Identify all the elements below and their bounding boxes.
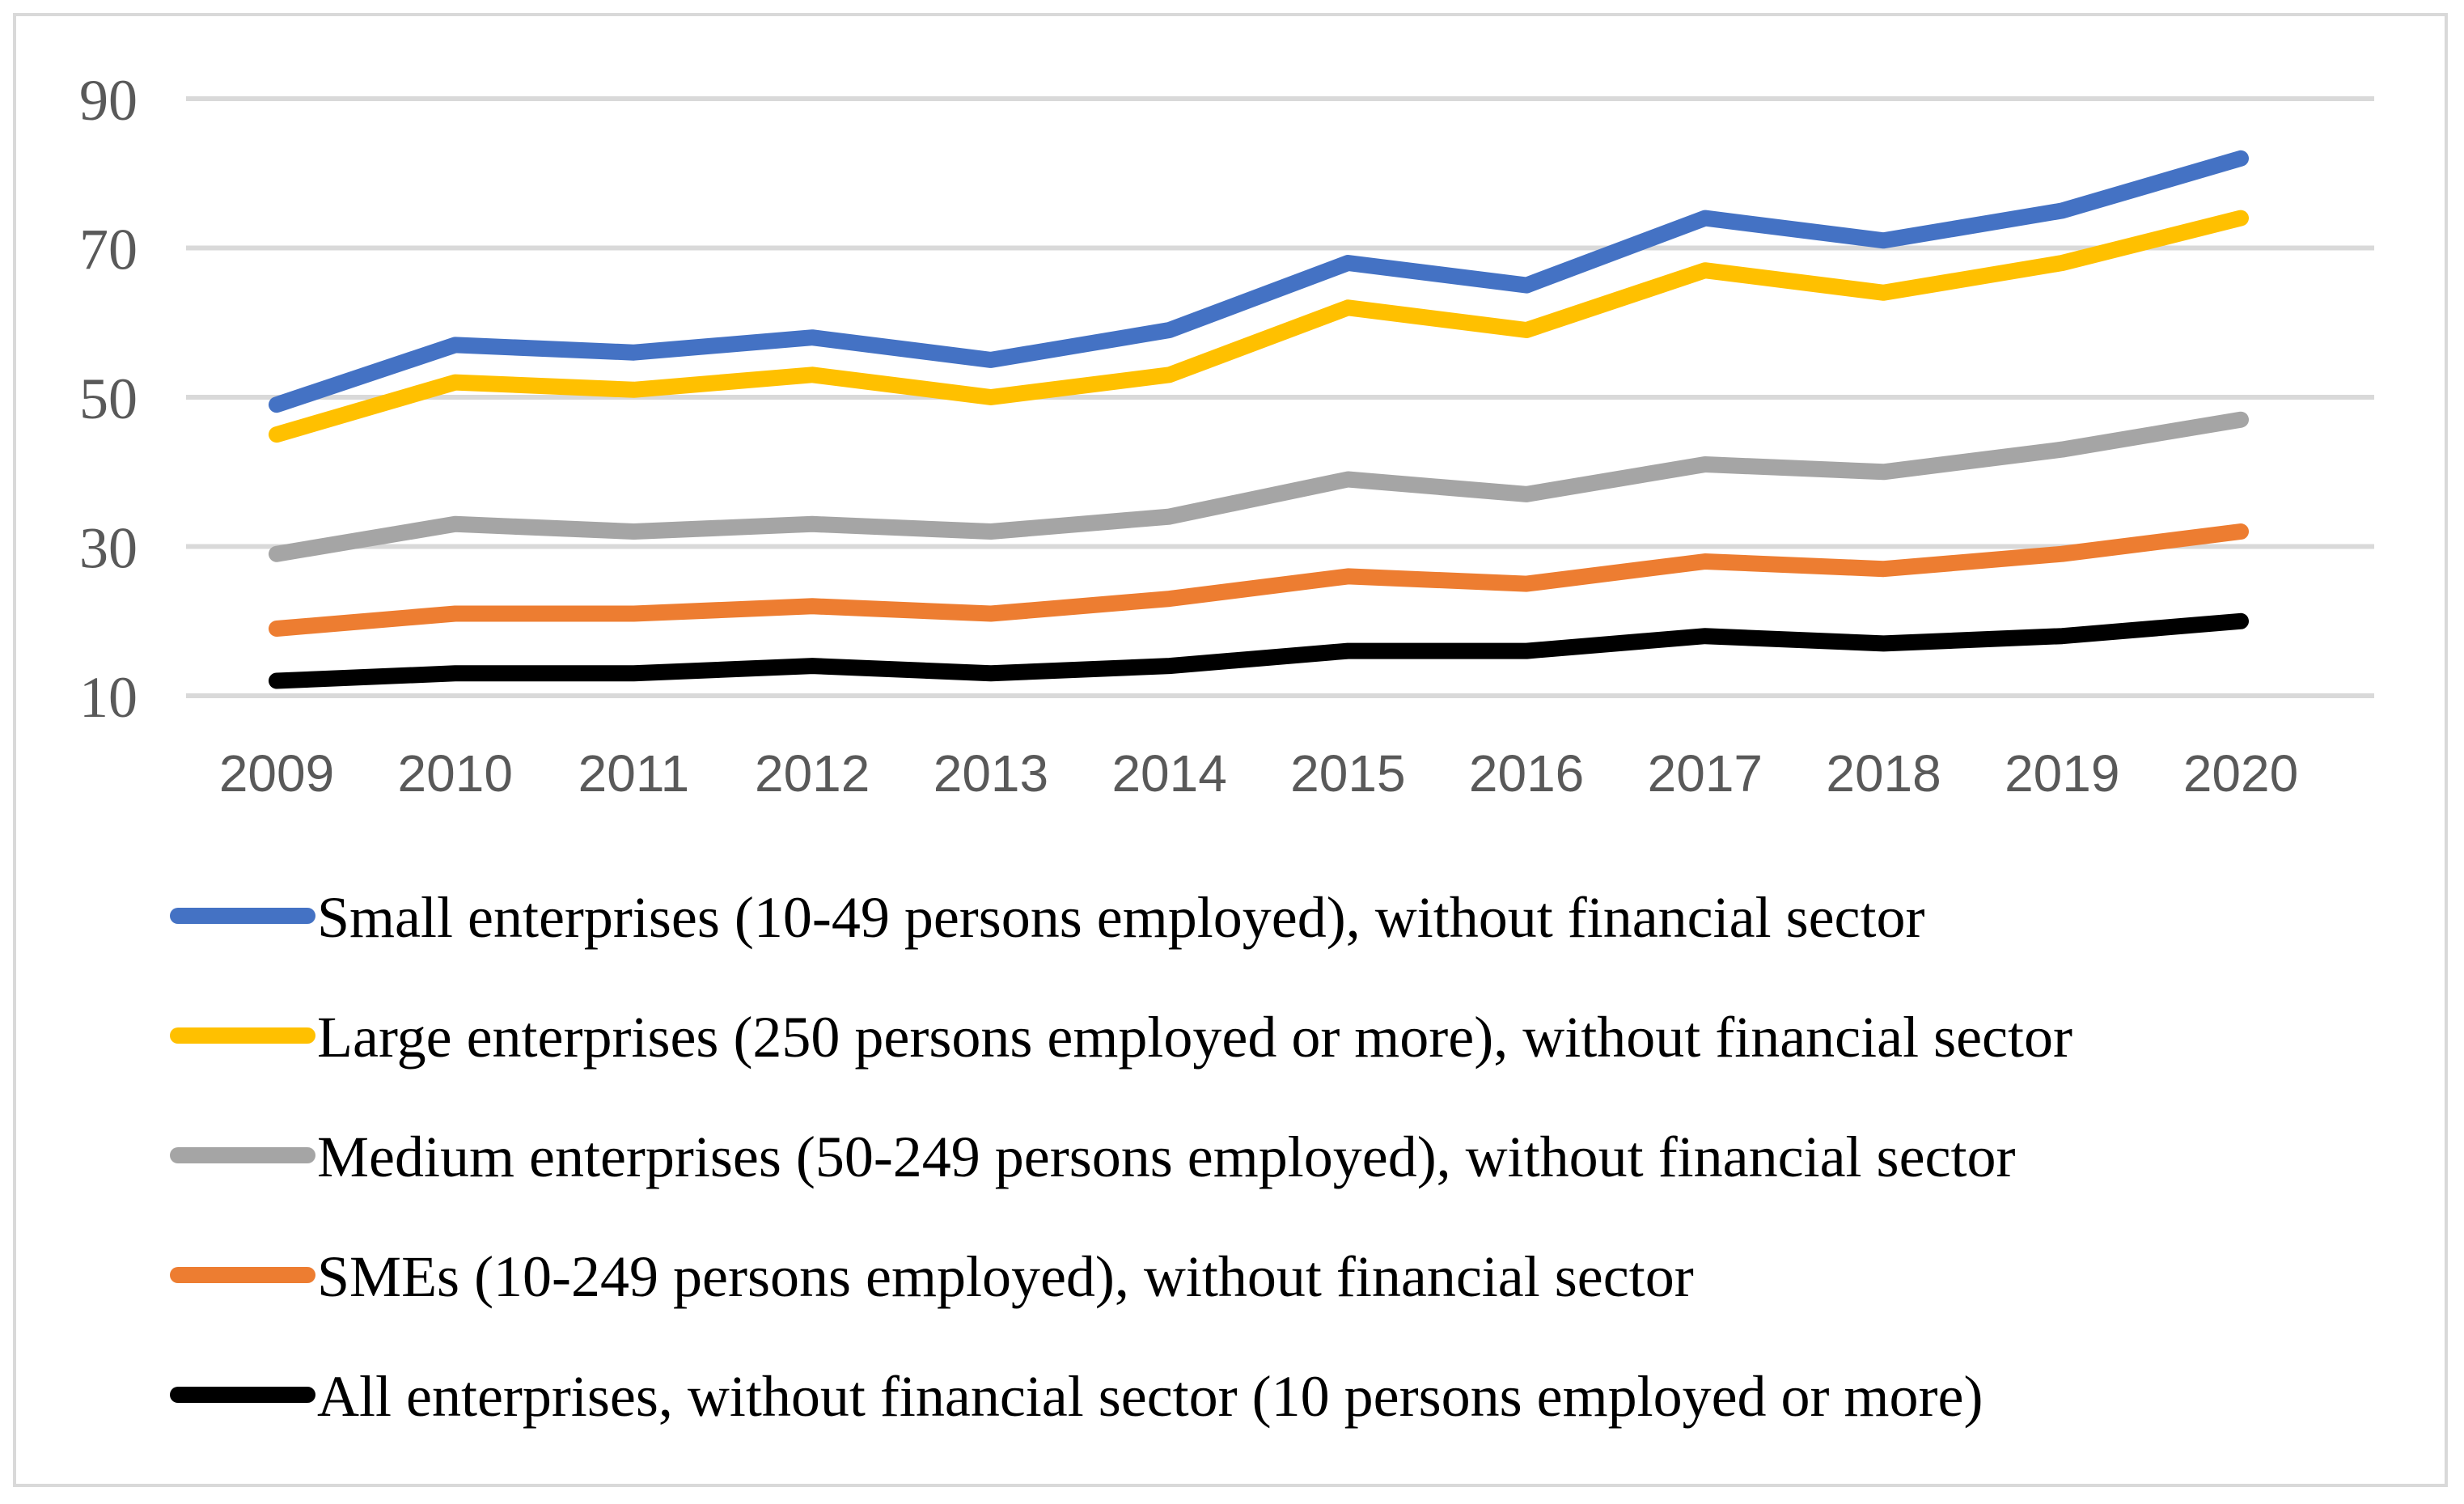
y-tick-label: 10 bbox=[79, 665, 138, 730]
series-lines bbox=[269, 150, 2249, 689]
x-tick-label: 2010 bbox=[398, 744, 513, 803]
legend-label: Small enterprises (10-49 persons employe… bbox=[317, 885, 1925, 950]
x-axis-ticks: 2009 2010 2011 2012 2013 2014 2015 2016 2017 2018… bbox=[219, 744, 2298, 803]
legend-label: Medium enterprises (50-249 persons emplo… bbox=[317, 1125, 2015, 1189]
legend-item-3[interactable]: SMEs (10-249 persons employed), without … bbox=[170, 1244, 1694, 1309]
gridlines bbox=[186, 96, 2374, 698]
x-tick-label: 2011 bbox=[578, 744, 690, 803]
legend-item-1[interactable]: Large enterprises (250 persons employed … bbox=[170, 1005, 2072, 1070]
legend-label: Large enterprises (250 persons employed … bbox=[317, 1005, 2072, 1070]
legend-item-0[interactable]: Small enterprises (10-49 persons employe… bbox=[170, 885, 1925, 950]
y-tick-label: 50 bbox=[79, 366, 138, 431]
legend-label: All enterprises, without financial secto… bbox=[317, 1364, 1983, 1429]
series-line-3 bbox=[269, 523, 2249, 637]
y-tick-label: 30 bbox=[79, 516, 138, 581]
series-line-4 bbox=[269, 612, 2249, 689]
x-tick-label: 2018 bbox=[1826, 744, 1941, 803]
x-tick-label: 2020 bbox=[2183, 744, 2298, 803]
x-tick-label: 2013 bbox=[934, 744, 1048, 803]
series-line-1 bbox=[269, 210, 2249, 443]
x-tick-label: 2012 bbox=[755, 744, 870, 803]
legend-item-4[interactable]: All enterprises, without financial secto… bbox=[170, 1364, 1983, 1429]
x-tick-label: 2009 bbox=[219, 744, 334, 803]
series-line-0 bbox=[269, 150, 2249, 413]
legend-label: SMEs (10-249 persons employed), without … bbox=[317, 1244, 1694, 1309]
x-tick-label: 2019 bbox=[2005, 744, 2119, 803]
y-axis-ticks: 10 30 50 70 90 bbox=[79, 68, 138, 730]
series-line-2 bbox=[269, 411, 2249, 562]
x-tick-label: 2016 bbox=[1469, 744, 1584, 803]
legend[interactable]: Small enterprises (10-49 persons employe… bbox=[170, 885, 2072, 1429]
legend-item-2[interactable]: Medium enterprises (50-249 persons emplo… bbox=[170, 1125, 2015, 1189]
chart-frame: 10 30 50 70 90 2009 2010 2011 2012 2013 2014 2015 2… bbox=[13, 13, 2448, 1487]
y-tick-label: 90 bbox=[79, 68, 138, 133]
y-tick-label: 70 bbox=[79, 218, 138, 282]
x-tick-label: 2015 bbox=[1290, 744, 1405, 803]
x-tick-label: 2017 bbox=[1648, 744, 1763, 803]
x-tick-label: 2014 bbox=[1111, 744, 1226, 803]
